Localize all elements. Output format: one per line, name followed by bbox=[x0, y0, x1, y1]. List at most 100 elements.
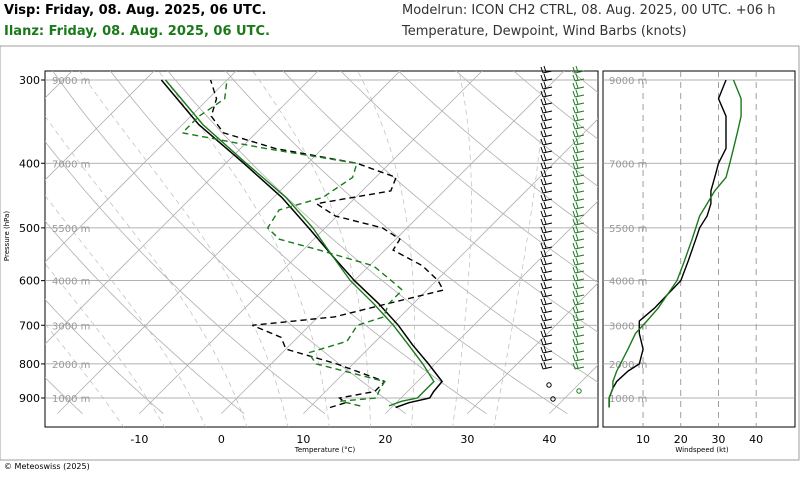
dry-adiabat bbox=[45, 140, 326, 415]
skewt-frame bbox=[0, 45, 800, 461]
visp-wind-barb bbox=[540, 337, 553, 346]
dry-adiabat bbox=[686, 70, 800, 414]
x-tick-label: -10 bbox=[130, 433, 148, 446]
height-label: 3000 m bbox=[52, 321, 90, 332]
ilanz-wind-barb bbox=[572, 73, 585, 82]
ilanz-wind-barb bbox=[572, 321, 585, 330]
isotherm bbox=[45, 71, 237, 263]
ilanz-wind-barb bbox=[572, 233, 585, 242]
dry-adiabat bbox=[45, 376, 83, 414]
height-label: 7000 m bbox=[52, 159, 90, 170]
windspeed-tick-label: 30 bbox=[711, 433, 725, 446]
ilanz-wind-barb bbox=[572, 345, 585, 354]
visp-wind-barb bbox=[540, 185, 553, 194]
isotherm bbox=[45, 71, 155, 181]
windspeed-tick-label: 40 bbox=[749, 433, 763, 446]
skewt-grid bbox=[45, 70, 800, 427]
visp-wind-barb bbox=[540, 105, 553, 114]
wind-barbs bbox=[540, 65, 585, 402]
height-label: 9000 m bbox=[52, 76, 90, 87]
ilanz-wind-barb bbox=[572, 257, 585, 266]
dry-adiabat bbox=[109, 71, 487, 415]
model-run-label: Modelrun: ICON CH2 CTRL, 08. Aug. 2025, … bbox=[402, 3, 776, 18]
y-tick-label: 600 bbox=[19, 275, 40, 288]
visp-wind-barb bbox=[540, 313, 553, 322]
visp-wind-barb bbox=[540, 129, 553, 138]
ilanz-wind-barb bbox=[572, 161, 585, 170]
ilanz-wind-barb bbox=[572, 273, 585, 282]
x-tick-label: 0 bbox=[218, 433, 225, 446]
skewt-plot-frame bbox=[44, 70, 599, 428]
ilanz-wind-barb bbox=[572, 209, 585, 218]
visp-wind-barb bbox=[540, 281, 553, 290]
moist-adiabat bbox=[452, 71, 472, 427]
isotherm bbox=[45, 71, 319, 345]
visp-dewpoint-line bbox=[209, 79, 445, 409]
dry-adiabat bbox=[743, 70, 800, 414]
x-tick-label: 10 bbox=[296, 433, 310, 446]
ilanz-calm-marker bbox=[576, 388, 582, 394]
skewt-lines bbox=[160, 79, 445, 409]
visp-wind-barb bbox=[540, 233, 553, 242]
dry-adiabat bbox=[45, 298, 164, 414]
visp-wind-barb bbox=[540, 273, 553, 282]
x-tick-label: 40 bbox=[542, 433, 556, 446]
ilanz-wind-barb bbox=[572, 113, 585, 122]
windspeed-height-label: 2000 m bbox=[609, 360, 647, 371]
ilanz-wind-barb bbox=[572, 177, 585, 186]
ilanz-dewpoint-line bbox=[180, 79, 404, 407]
visp-wind-barb bbox=[540, 217, 553, 226]
y-tick-label: 800 bbox=[19, 358, 40, 371]
visp-wind-barb bbox=[540, 137, 553, 146]
windspeed-height-label: 5500 m bbox=[609, 224, 647, 235]
visp-wind-barb bbox=[540, 345, 553, 354]
windspeed-height-label: 1000 m bbox=[609, 394, 647, 405]
visp-calm-marker bbox=[546, 382, 552, 388]
visp-wind-barb bbox=[540, 361, 553, 370]
ilanz-temperature-line bbox=[164, 79, 435, 407]
visp-wind-barb bbox=[540, 97, 553, 106]
ilanz-wind-barb bbox=[572, 121, 585, 130]
y-tick-label: 500 bbox=[19, 222, 40, 235]
moist-adiabat bbox=[45, 195, 207, 427]
windspeed-lines bbox=[608, 79, 742, 408]
x-axis-title: Temperature (°C) bbox=[294, 446, 356, 454]
dry-adiabat bbox=[455, 71, 598, 187]
visp-wind-barb bbox=[540, 153, 553, 162]
ilanz-wind-barb bbox=[572, 81, 585, 90]
moist-adiabat bbox=[493, 71, 546, 427]
dry-adiabat bbox=[45, 220, 245, 415]
ilanz-wind-barb bbox=[572, 217, 585, 226]
dry-adiabat bbox=[282, 71, 598, 333]
windspeed-height-label: 9000 m bbox=[609, 76, 647, 87]
ilanz-wind-barb bbox=[572, 265, 585, 274]
height-label: 4000 m bbox=[52, 277, 90, 288]
dry-adiabat bbox=[397, 71, 598, 235]
dry-adiabat bbox=[52, 71, 406, 415]
visp-wind-barb bbox=[540, 161, 553, 170]
visp-wind-barb bbox=[540, 225, 553, 234]
windspeed-panel: 10 20 30 40 9000 m 7000 m 5500 m 4000 m 3000 m 20… bbox=[603, 71, 795, 446]
ilanz-wind-barb bbox=[572, 305, 585, 314]
ilanz-wind-barb bbox=[572, 297, 585, 306]
dry-adiabat bbox=[570, 71, 598, 93]
visp-wind-barb bbox=[540, 265, 553, 274]
height-label: 1000 m bbox=[52, 394, 90, 405]
dry-adiabat bbox=[628, 70, 800, 414]
y-tick-label: 900 bbox=[19, 392, 40, 405]
isotherm bbox=[57, 71, 401, 414]
outer-frame bbox=[0, 45, 800, 461]
visp-wind-barb bbox=[540, 321, 553, 330]
x-tick-label: 20 bbox=[378, 433, 392, 446]
y-tick-label: 700 bbox=[19, 319, 40, 332]
visp-wind-barb bbox=[540, 289, 553, 298]
windspeed-plot-frame bbox=[602, 70, 796, 428]
ilanz-wind-barb bbox=[572, 105, 585, 114]
visp-wind-barb bbox=[540, 201, 553, 210]
moist-adiabat bbox=[158, 71, 330, 427]
ilanz-wind-barb bbox=[572, 129, 585, 138]
y-tick-label: 400 bbox=[19, 157, 40, 170]
moist-adiabat bbox=[45, 263, 166, 427]
windspeed-tick-label: 10 bbox=[636, 433, 650, 446]
